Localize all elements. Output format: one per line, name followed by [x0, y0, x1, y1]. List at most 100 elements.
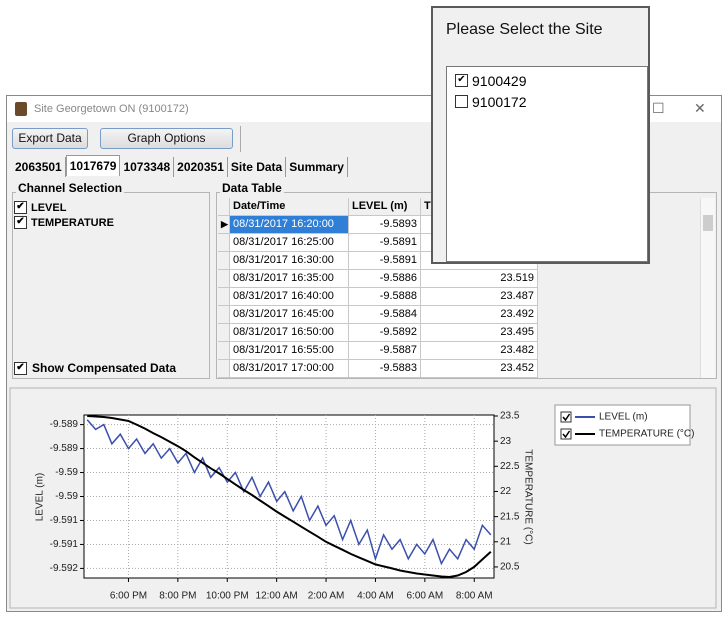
column-header: Date/Time — [230, 198, 349, 216]
tab[interactable]: Summary — [286, 157, 348, 177]
channel-list: ✔ LEVEL ✔ TEMPERATURE — [14, 200, 204, 230]
app-icon — [15, 102, 27, 116]
table-cell[interactable]: -9.5891 — [349, 252, 421, 270]
checkbox-label: 9100172 — [472, 93, 527, 110]
table-cell[interactable]: 23.495 — [421, 324, 538, 342]
table-cell[interactable]: -9.5886 — [349, 270, 421, 288]
checkbox-label: TEMPERATURE — [31, 216, 114, 229]
toolbar-separator — [240, 126, 241, 152]
site-item[interactable]: ✔ 9100429 — [455, 70, 647, 91]
checkbox-label: LEVEL — [31, 201, 67, 214]
table-cell[interactable]: 08/31/2017 17:00:00 — [230, 360, 349, 378]
close-button[interactable]: ✕ — [694, 100, 706, 116]
table-cell[interactable]: -9.5883 — [349, 360, 421, 378]
site-item[interactable]: 9100172 — [455, 91, 647, 112]
table-cell[interactable]: -9.5893 — [349, 216, 421, 234]
x-tick-label: 6:00 PM — [110, 591, 147, 602]
row-indicator — [218, 360, 230, 378]
chart: LEVEL (m) TEMPERATURE (°C) 6:00 PM 8:00 P… — [9, 387, 717, 609]
tab[interactable]: 2020351 — [174, 157, 228, 177]
y-tick-label: -9.589 — [50, 443, 79, 454]
table-cell[interactable]: 08/31/2017 16:25:00 — [230, 234, 349, 252]
table-cell[interactable]: 08/31/2017 16:50:00 — [230, 324, 349, 342]
checkbox[interactable]: ✔ — [455, 74, 468, 87]
y-tick-label: -9.589 — [50, 419, 79, 430]
legend-label: LEVEL (m) — [599, 412, 648, 423]
column-header: LEVEL (m) — [349, 198, 421, 216]
table-cell[interactable]: 08/31/2017 16:40:00 — [230, 288, 349, 306]
table-cell[interactable]: 23.487 — [421, 288, 538, 306]
scrollbar[interactable] — [700, 198, 715, 378]
series-line — [86, 419, 492, 566]
y-axis-label: LEVEL (m) — [35, 473, 46, 522]
table-cell[interactable]: -9.5892 — [349, 324, 421, 342]
checkbox-label: Show Compensated Data — [32, 361, 177, 375]
y2-tick-label: 20.5 — [500, 562, 520, 573]
tab[interactable]: 2063501 — [12, 157, 66, 177]
row-indicator — [218, 288, 230, 306]
table-cell[interactable]: -9.5887 — [349, 342, 421, 360]
tab-strip: 2063501 1017679 1073348 2020351 Site Data Sum… — [12, 155, 348, 179]
x-tick-label: 8:00 AM — [456, 591, 493, 602]
row-header — [218, 198, 230, 216]
channel-group-title: Channel Selection — [16, 181, 125, 195]
table-cell[interactable]: 08/31/2017 16:20:00 — [230, 216, 349, 234]
checkbox[interactable]: ✔ — [14, 216, 27, 229]
legend-label: TEMPERATURE (°C) — [599, 429, 694, 440]
legend-checkbox — [560, 428, 572, 440]
table-cell[interactable]: 08/31/2017 16:35:00 — [230, 270, 349, 288]
y2-tick-label: 23 — [500, 436, 512, 447]
y2-axis-label: TEMPERATURE (°C) — [522, 449, 533, 544]
legend-check — [562, 413, 571, 422]
popup-title: Please Select the Site — [446, 21, 603, 38]
y-tick-label: -9.592 — [50, 563, 79, 574]
table-cell[interactable]: -9.5888 — [349, 288, 421, 306]
tab[interactable]: 1073348 — [120, 157, 175, 177]
window-title: Site Georgetown ON (9100172) — [34, 103, 189, 115]
channel-item[interactable]: ✔ LEVEL — [14, 200, 204, 215]
x-tick-label: 6:00 AM — [406, 591, 443, 602]
tab[interactable]: 1017679 — [65, 155, 121, 176]
y-tick-label: -9.59 — [55, 467, 78, 478]
row-indicator — [218, 252, 230, 270]
graph-options-button[interactable]: Graph Options — [100, 128, 233, 149]
y2-tick-label: 23.5 — [500, 411, 520, 422]
y-tick-label: -9.59 — [55, 491, 78, 502]
legend — [554, 404, 691, 446]
row-indicator: ▶ — [218, 216, 230, 234]
x-tick-label: 2:00 AM — [308, 591, 345, 602]
maximize-button[interactable]: ☐ — [652, 100, 665, 116]
table-cell[interactable]: -9.5884 — [349, 306, 421, 324]
table-cell[interactable]: 23.519 — [421, 270, 538, 288]
tab[interactable]: Site Data — [228, 157, 287, 177]
row-indicator — [218, 270, 230, 288]
checkbox[interactable]: ✔ — [14, 201, 27, 214]
y-tick-label: -9.591 — [50, 515, 79, 526]
series-line — [87, 415, 492, 579]
show-compensated[interactable]: ✔ Show Compensated Data — [14, 361, 176, 375]
export-button[interactable]: Export Data — [12, 128, 88, 149]
y-tick-label: -9.591 — [50, 539, 79, 550]
table-cell[interactable]: 23.492 — [421, 306, 538, 324]
x-tick-label: 8:00 PM — [159, 591, 196, 602]
row-indicator — [218, 234, 230, 252]
table-cell[interactable]: 08/31/2017 16:30:00 — [230, 252, 349, 270]
table-cell[interactable]: -9.5891 — [349, 234, 421, 252]
table-cell[interactable]: 08/31/2017 16:55:00 — [230, 342, 349, 360]
y2-tick-label: 22.5 — [500, 461, 520, 472]
table-group-title: Data Table — [220, 181, 284, 195]
checkbox-label: 9100429 — [472, 72, 527, 89]
x-tick-label: 4:00 AM — [357, 591, 394, 602]
y2-tick-label: 21.5 — [500, 511, 520, 522]
table-cell[interactable]: 23.482 — [421, 342, 538, 360]
row-indicator — [218, 324, 230, 342]
table-cell[interactable]: 23.452 — [421, 360, 538, 378]
checkbox[interactable]: ✔ — [14, 361, 27, 375]
y2-tick-label: 21 — [500, 536, 512, 547]
checkbox[interactable] — [455, 95, 468, 108]
legend-check — [562, 430, 571, 439]
channel-item[interactable]: ✔ TEMPERATURE — [14, 215, 204, 230]
table-cell[interactable]: 08/31/2017 16:45:00 — [230, 306, 349, 324]
scroll-thumb[interactable] — [703, 215, 713, 231]
